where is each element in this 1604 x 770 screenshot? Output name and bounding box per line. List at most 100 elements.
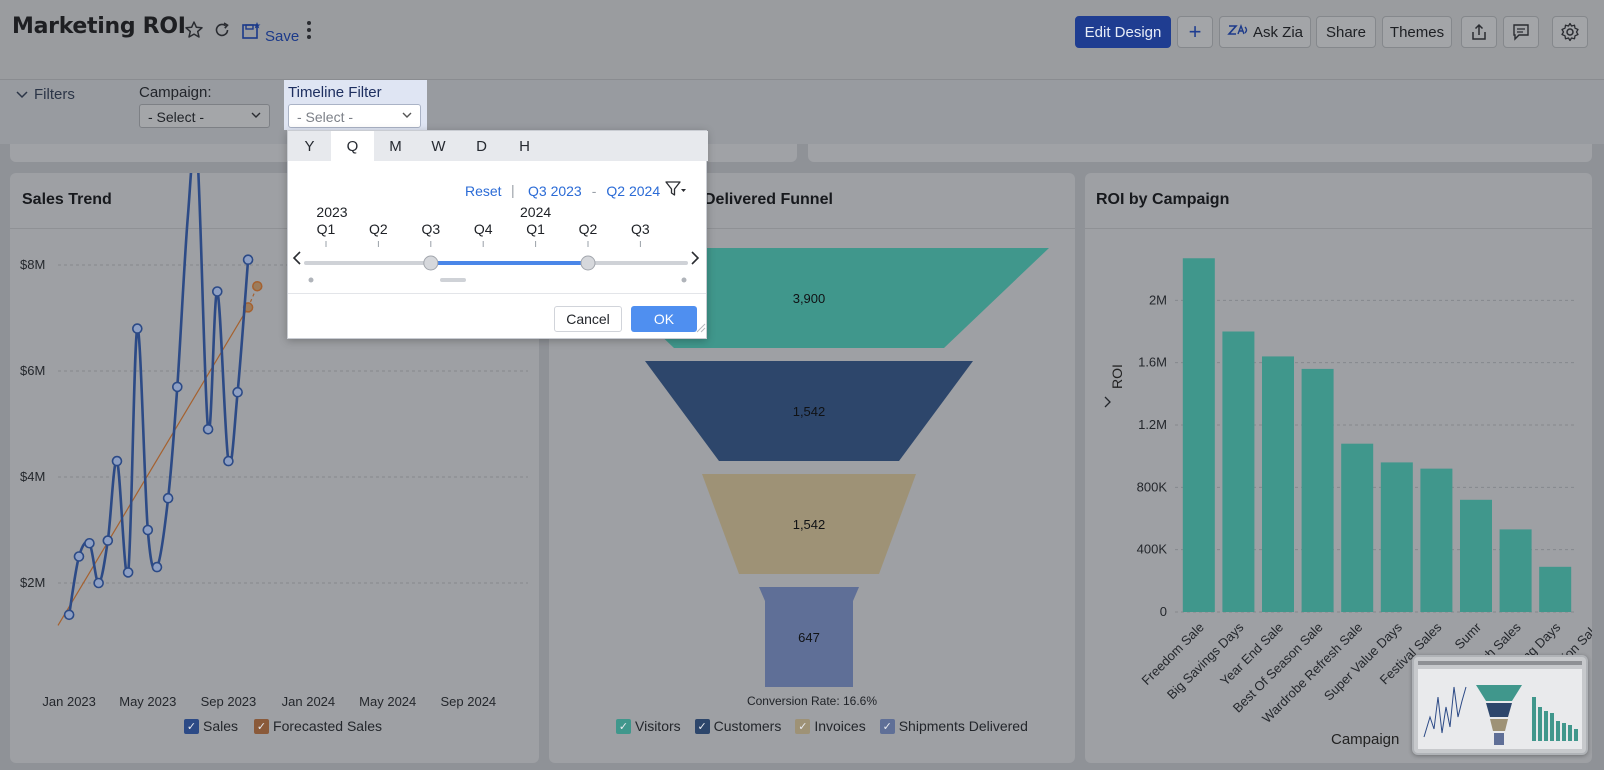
legend-item-customers[interactable]: ✓ Customers [694, 718, 781, 734]
funnel-value-label: 3,900 [793, 291, 826, 306]
roi-bar [1420, 468, 1453, 612]
x-tick-label: Sep 2023 [201, 694, 257, 709]
x-tick-label: May 2023 [119, 694, 176, 709]
sales-point [132, 323, 143, 334]
range-divider: | [511, 182, 515, 198]
filter-options-icon[interactable] [665, 181, 687, 202]
y-tick-label: $6M [20, 363, 45, 378]
panel-divider [10, 228, 539, 229]
funnel-stage-customers [645, 361, 973, 461]
panel-divider [549, 228, 1075, 229]
slider-handle-start [423, 255, 439, 271]
filters-toggle[interactable]: Filters [16, 86, 75, 103]
edit-design-button[interactable]: Edit Design [1075, 16, 1171, 48]
legend-item-forecasted-sales[interactable]: ✓ Forecasted Sales [254, 718, 382, 734]
cancel-button[interactable]: Cancel [554, 306, 622, 332]
share-button[interactable]: Share [1316, 16, 1376, 48]
legend-item-visitors[interactable]: ✓ Visitors [616, 718, 681, 734]
delivered-funnel-panel: Delivered Funnel 3,900 1,542 1,542 647 Conv… [549, 173, 1075, 763]
checkbox-icon: ✓ [879, 718, 895, 734]
dashboard-minimap[interactable] [1412, 655, 1588, 755]
roi-bar [1460, 499, 1492, 612]
funnel-title: Delivered Funnel [704, 191, 833, 208]
sales-point [122, 567, 134, 578]
range-start[interactable]: Q3 2023 [528, 183, 582, 199]
settings-icon[interactable] [1552, 16, 1588, 48]
chevron-right-icon[interactable] [1104, 395, 1112, 413]
funnel-stage-shipments-delivered [759, 587, 859, 687]
comment-icon[interactable] [1503, 16, 1539, 48]
resize-handle-icon[interactable] [694, 320, 706, 338]
chevron-down-icon [402, 108, 412, 122]
ok-button[interactable]: OK [631, 306, 697, 332]
save-label: Save [265, 28, 300, 45]
filters-label: Filters [34, 86, 75, 103]
ask-zia-button[interactable]: Ask Zia [1219, 16, 1311, 48]
year-label: 2023 [316, 204, 347, 220]
sales-trend-legend: ✓ Sales ✓ Forecasted Sales [184, 718, 382, 734]
quarter-label: Q1 [526, 221, 545, 237]
tab-hour[interactable]: H [519, 137, 530, 155]
timeline-filter-popup: Y Q M W D H Reset | Q3 2023 - Q2 2024 20… [287, 130, 708, 339]
quarter-label: Q2 [579, 221, 598, 237]
chevron-down-icon [16, 86, 28, 103]
tab-quarter[interactable]: Q [331, 131, 374, 161]
range-separator: - [591, 183, 597, 199]
roi-y-axis-label: ROI [1109, 364, 1125, 389]
timeline-select[interactable]: - Select - [288, 104, 421, 128]
campaign-select[interactable]: - Select - [139, 104, 270, 128]
refresh-icon[interactable] [210, 18, 234, 42]
checkbox-icon: ✓ [694, 718, 710, 734]
scroll-start-dot [308, 277, 314, 283]
panel-divider [1085, 228, 1592, 229]
roi-bar [1499, 529, 1532, 612]
range-end[interactable]: Q2 2024 [606, 183, 661, 199]
star-icon[interactable] [182, 18, 206, 42]
tab-day[interactable]: D [476, 137, 487, 155]
roi-x-axis-label: Campaign [1331, 731, 1400, 748]
save-icon [241, 21, 261, 45]
add-button[interactable]: + [1177, 16, 1213, 48]
legend-item-shipments-delivered[interactable]: ✓ Shipments Delivered [879, 718, 1028, 734]
sales-point [172, 381, 183, 393]
legend-label-visitors: Visitors [635, 718, 681, 734]
sales-point [73, 551, 85, 562]
timeline-scrollbar [440, 278, 466, 282]
conversion-rate: Conversion Rate: 16.6% [746, 694, 878, 708]
funnel-value-label: 1,542 [793, 404, 826, 419]
tab-month[interactable]: M [389, 137, 402, 155]
chevron-left-icon[interactable] [292, 251, 302, 270]
themes-button[interactable]: Themes [1382, 16, 1452, 48]
sales-line [67, 173, 250, 616]
roi-bar [1262, 356, 1294, 612]
campaign-label: Campaign: [139, 84, 212, 101]
checkbox-icon: ✓ [254, 718, 270, 734]
funnel-value-label: 1,542 [793, 517, 826, 532]
timeline-select-placeholder: - Select - [297, 109, 354, 125]
tab-week[interactable]: W [431, 137, 446, 155]
y-tick-label: 1.6M [1138, 355, 1167, 370]
legend-label-sales: Sales [203, 718, 239, 734]
chevron-right-icon[interactable] [690, 251, 700, 270]
quarter-label: Q2 [369, 221, 388, 237]
filter-bar: Filters Campaign: - Select - Timeline Fi… [0, 80, 1604, 144]
sales-point [142, 524, 154, 536]
y-tick-label: 800K [1137, 479, 1168, 494]
zia-icon [1227, 23, 1249, 41]
more-vertical-icon[interactable] [297, 18, 321, 42]
sales-point [162, 492, 174, 504]
year-label: 2024 [520, 204, 551, 220]
sales-point [223, 455, 234, 467]
sales-point [93, 577, 104, 589]
roi-bar [1341, 443, 1374, 612]
legend-item-invoices[interactable]: ✓ Invoices [795, 718, 866, 734]
legend-item-sales[interactable]: ✓ Sales [184, 718, 238, 734]
ask-zia-label: Ask Zia [1252, 23, 1303, 41]
reset-link[interactable]: Reset [465, 183, 502, 199]
export-icon[interactable] [1461, 16, 1497, 48]
tab-year[interactable]: Y [304, 137, 315, 155]
roi-bar [1182, 258, 1215, 612]
save-button[interactable]: Save [241, 20, 299, 45]
